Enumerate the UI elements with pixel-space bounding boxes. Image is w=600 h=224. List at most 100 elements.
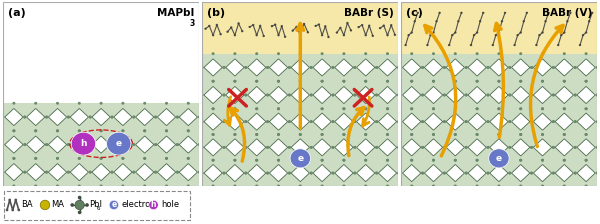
Circle shape [244,66,247,69]
Polygon shape [226,86,244,103]
Circle shape [78,211,82,214]
Circle shape [277,159,280,162]
Text: (b): (b) [207,8,225,18]
Circle shape [410,52,413,55]
Polygon shape [179,108,197,126]
Circle shape [530,94,533,96]
Circle shape [78,196,82,199]
Circle shape [154,171,157,174]
Circle shape [208,25,211,27]
Circle shape [454,133,457,136]
Circle shape [274,24,277,26]
Circle shape [464,120,468,123]
Circle shape [165,102,168,105]
Circle shape [255,107,258,110]
Circle shape [413,20,416,22]
Circle shape [432,133,435,136]
Circle shape [436,20,438,22]
Circle shape [132,116,136,118]
Circle shape [574,172,577,174]
Polygon shape [446,113,464,130]
Circle shape [255,80,258,83]
Circle shape [397,120,400,123]
Polygon shape [446,164,464,182]
Circle shape [266,172,269,174]
Circle shape [541,31,544,34]
Circle shape [45,143,48,146]
Circle shape [584,159,587,162]
Circle shape [187,157,190,160]
Circle shape [248,26,251,28]
Polygon shape [26,136,45,153]
Circle shape [343,133,346,136]
Circle shape [205,28,207,30]
Polygon shape [248,59,266,76]
Circle shape [277,34,280,36]
Polygon shape [269,59,287,76]
Circle shape [176,171,179,174]
Circle shape [353,172,356,174]
Circle shape [320,80,323,83]
Circle shape [523,20,525,22]
Circle shape [343,185,346,187]
Circle shape [508,146,511,149]
Circle shape [45,143,48,146]
Polygon shape [555,86,574,103]
Circle shape [200,94,204,96]
Circle shape [13,102,16,105]
Polygon shape [204,139,222,156]
Circle shape [443,146,446,149]
Circle shape [200,120,204,123]
Circle shape [350,29,352,32]
Circle shape [132,171,136,174]
Polygon shape [157,136,176,153]
Circle shape [331,146,335,149]
Circle shape [320,133,323,136]
Bar [202,54,398,109]
Circle shape [375,146,378,149]
Circle shape [223,172,226,174]
Polygon shape [356,59,375,76]
Circle shape [375,94,378,96]
Circle shape [386,80,389,83]
Polygon shape [114,164,132,181]
Circle shape [262,35,265,37]
Polygon shape [335,113,353,130]
Polygon shape [49,108,67,126]
Circle shape [410,31,413,34]
Circle shape [421,120,424,123]
Circle shape [433,31,434,34]
Circle shape [508,66,511,69]
Circle shape [223,172,226,174]
Polygon shape [204,164,222,182]
Circle shape [34,157,37,160]
Polygon shape [70,136,88,153]
Circle shape [277,80,280,83]
Polygon shape [403,164,421,182]
Circle shape [482,12,484,14]
Circle shape [132,171,136,174]
Circle shape [563,133,566,136]
Circle shape [541,159,544,162]
Circle shape [238,22,240,24]
Circle shape [100,185,103,187]
Circle shape [266,94,269,96]
Circle shape [78,102,81,105]
Circle shape [244,172,247,174]
Circle shape [563,133,566,136]
Circle shape [143,102,146,105]
Circle shape [530,120,533,123]
Circle shape [299,80,302,83]
Circle shape [310,172,313,174]
Circle shape [432,159,435,162]
Circle shape [220,33,222,35]
Circle shape [519,133,522,136]
Circle shape [266,94,269,96]
Circle shape [56,129,59,132]
Circle shape [266,66,269,69]
Circle shape [563,80,566,83]
Circle shape [255,133,258,136]
Circle shape [67,116,70,118]
Circle shape [331,172,335,174]
Circle shape [223,66,226,69]
